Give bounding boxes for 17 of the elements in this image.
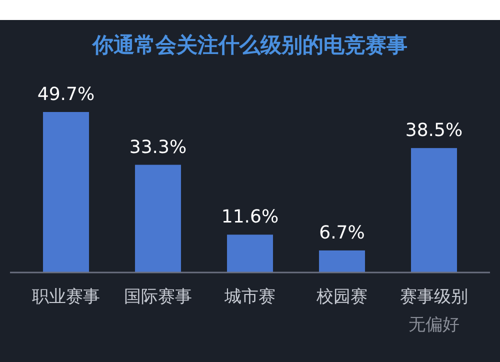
data-label: 33.3% — [129, 136, 187, 158]
chart-title: 你通常会关注什么级别的电竞赛事 — [92, 33, 408, 57]
data-label: 38.5% — [405, 120, 463, 142]
bar — [43, 112, 89, 272]
x-tick-label: 赛事级别 — [400, 287, 468, 307]
x-tick-label: 职业赛事 — [32, 287, 100, 307]
bar — [319, 250, 365, 272]
data-label: 6.7% — [319, 222, 365, 244]
data-label: 49.7% — [37, 84, 95, 105]
bar — [411, 148, 457, 272]
bar — [227, 234, 273, 272]
bar — [135, 164, 181, 272]
text: 无偏好 — [408, 315, 460, 335]
x-tick-label: 城市赛 — [224, 287, 276, 307]
x-tick-label: 校园赛 — [316, 287, 368, 307]
x-tick-label: 国际赛事 — [124, 287, 192, 307]
data-label: 11.6% — [221, 206, 279, 228]
